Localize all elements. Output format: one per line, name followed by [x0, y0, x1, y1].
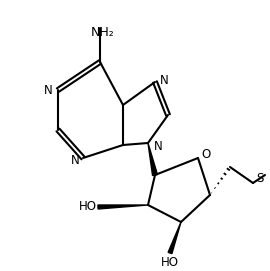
Text: N: N: [160, 73, 168, 86]
Text: HO: HO: [161, 256, 179, 269]
Text: O: O: [201, 147, 211, 160]
Text: N: N: [154, 140, 162, 153]
Text: N: N: [44, 83, 52, 96]
Polygon shape: [148, 143, 157, 176]
Text: N: N: [71, 153, 79, 166]
Text: HO: HO: [79, 201, 97, 214]
Polygon shape: [98, 205, 148, 209]
Text: NH₂: NH₂: [91, 27, 115, 40]
Text: S: S: [256, 172, 264, 185]
Polygon shape: [168, 222, 181, 254]
